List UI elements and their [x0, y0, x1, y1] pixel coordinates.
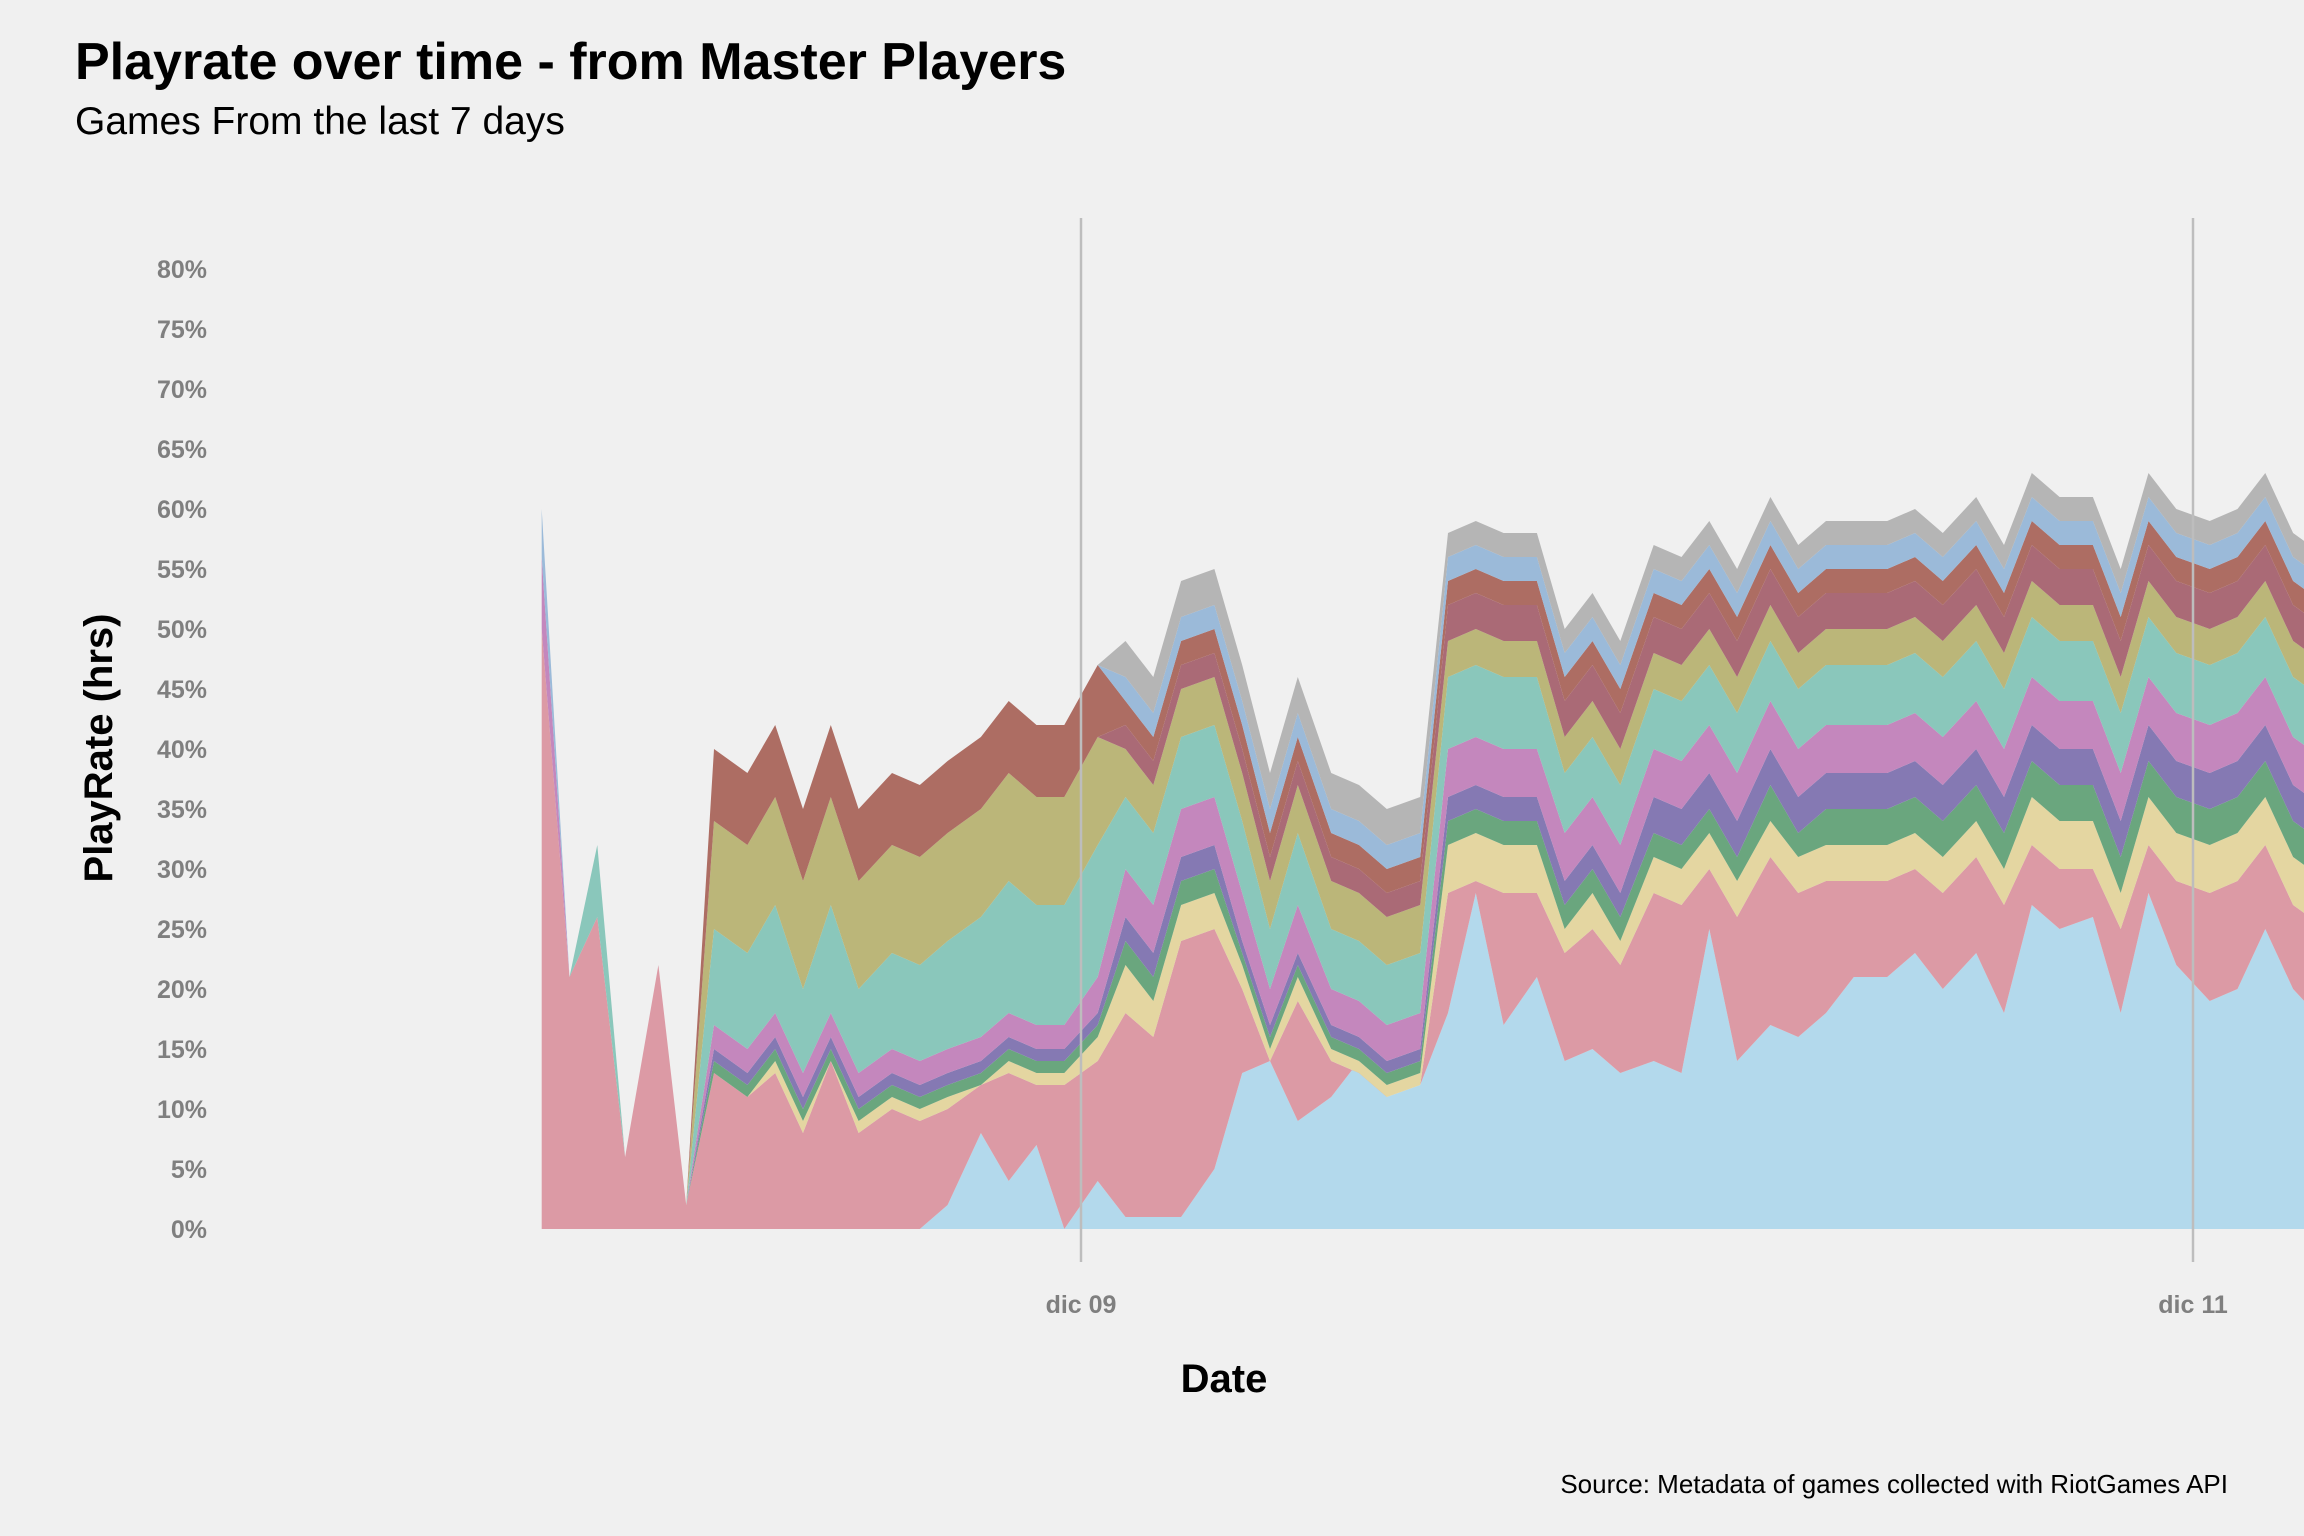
y-tick-label: 40%: [157, 736, 207, 764]
area-series-8: [541, 557, 2304, 1205]
chart-subtitle: Games From the last 7 days: [75, 100, 565, 143]
x-axis-title: Date: [1181, 1357, 1268, 1401]
y-tick-label: 25%: [157, 916, 207, 944]
x-tick-label: dic 09: [1046, 1291, 1117, 1319]
area-series-12: [541, 473, 2304, 1205]
y-tick-label: 70%: [157, 376, 207, 404]
x-tick-label: dic 11: [2158, 1291, 2228, 1319]
chart-title: Playrate over time - from Master Players: [75, 33, 1067, 91]
y-tick-label: 65%: [157, 436, 207, 464]
area-series-9: [541, 545, 2304, 1205]
y-tick-label: 55%: [157, 556, 207, 584]
area-series-7: [541, 557, 2304, 1205]
area-layers: [541, 473, 2304, 1229]
area-series-2: [541, 629, 2304, 1229]
y-tick-label: 15%: [157, 1036, 207, 1064]
y-tick-label: 5%: [171, 1156, 207, 1184]
y-axis-ticks: 0% 5% 10% 15% 20% 25% 30% 35% 40% 45% 50% 55% 60% 65%…: [157, 256, 207, 1244]
y-tick-label: 45%: [157, 676, 207, 704]
y-tick-label: 0%: [171, 1216, 207, 1244]
y-tick-label: 75%: [157, 316, 207, 344]
y-tick-label: 10%: [157, 1096, 207, 1124]
vertical-gridlines: [1079, 218, 2195, 1262]
source-caption: Source: Metadata of games collected with…: [1560, 1469, 2228, 1499]
area-series-6: [541, 557, 2304, 1205]
y-tick-label: 60%: [157, 496, 207, 524]
y-tick-label: 50%: [157, 616, 207, 644]
y-tick-label: 20%: [157, 976, 207, 1004]
y-axis-title: PlayRate (hrs): [77, 614, 121, 883]
y-tick-label: 80%: [157, 256, 207, 284]
y-tick-label: 35%: [157, 796, 207, 824]
y-tick-label: 30%: [157, 856, 207, 884]
